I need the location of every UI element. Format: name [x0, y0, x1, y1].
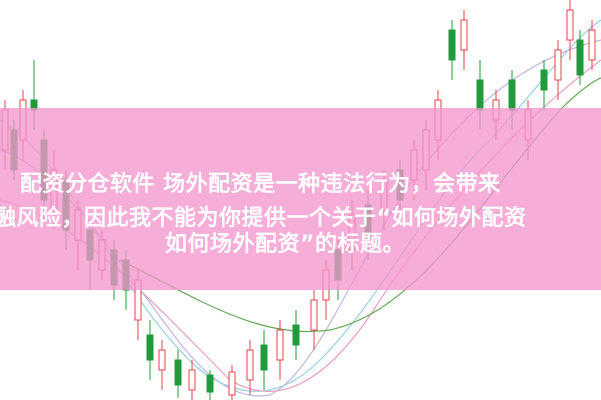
candle-body — [158, 349, 166, 371]
candle-body — [540, 69, 548, 91]
banner-line: 配资分仓软件 场外配资是一种违法行为，会带来 — [20, 172, 501, 197]
candle-body — [566, 9, 574, 41]
candle-body — [276, 329, 284, 361]
candle-body — [554, 49, 562, 81]
banner-line: 融风险，因此我不能为你提供一个关于“如何场外配资 — [0, 206, 527, 231]
banner — [0, 108, 601, 290]
candle-body — [476, 79, 484, 111]
candle-body — [174, 359, 182, 386]
candle-body — [188, 369, 196, 391]
candle-body — [246, 349, 254, 381]
candle-body — [228, 371, 236, 396]
candle-body — [146, 334, 154, 361]
moving-average — [119, 77, 601, 333]
candle-body — [588, 29, 596, 61]
candle-body — [310, 299, 318, 331]
banner-line: 如何场外配资”的标题。 — [165, 232, 405, 257]
candle-body — [260, 344, 268, 371]
candle-body — [206, 374, 214, 393]
candle-body — [508, 79, 516, 111]
candle-body — [292, 324, 300, 346]
candle-body — [448, 29, 456, 61]
candle-body — [460, 19, 468, 51]
candle-body — [576, 39, 584, 76]
